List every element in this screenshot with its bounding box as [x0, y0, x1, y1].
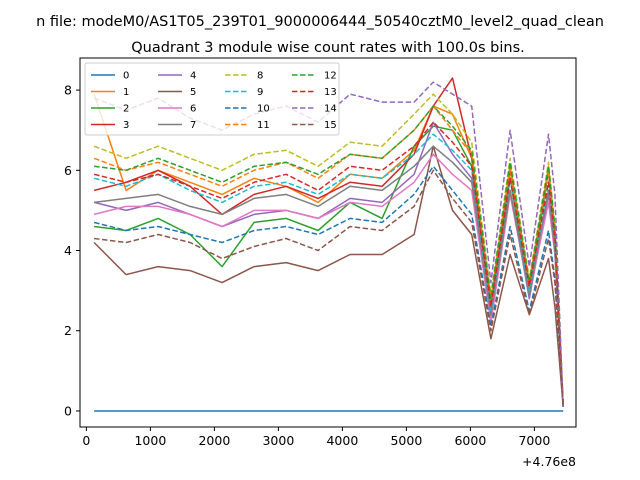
legend-label-12: 12: [324, 71, 337, 82]
series-line-15: [94, 169, 564, 407]
series-line-8: [93, 93, 564, 407]
series-line-13: [93, 121, 564, 407]
x-offset-label: +4.76e8: [522, 454, 576, 469]
legend-label-0: 0: [123, 71, 129, 82]
series-line-9: [93, 133, 564, 407]
x-tick-label: 7000: [518, 433, 550, 448]
figure-suptitle: n file: modeM0/AS1T05_239T01_9000006444_…: [36, 14, 604, 30]
y-tick-label: 6: [64, 163, 72, 178]
legend-label-1: 1: [123, 87, 129, 98]
x-axis: 0 1000 2000 3000 4000 5000 6000 7000: [82, 427, 550, 448]
legend-label-7: 7: [190, 120, 196, 131]
legend-label-10: 10: [257, 104, 270, 115]
x-tick-label: 6000: [454, 433, 486, 448]
legend-label-2: 2: [123, 104, 129, 115]
series-line-7: [94, 145, 564, 407]
legend-label-3: 3: [123, 120, 129, 131]
legend-label-11: 11: [257, 120, 270, 131]
series-line-10: [93, 165, 564, 407]
y-tick-label: 0: [64, 403, 72, 418]
series-line-12: [94, 105, 564, 407]
y-tick-label: 4: [64, 243, 72, 258]
legend-box: [84, 62, 340, 136]
series-layer: [93, 77, 564, 412]
legend-label-8: 8: [257, 71, 263, 82]
x-tick-label: 1000: [134, 433, 166, 448]
x-tick-label: 2000: [198, 433, 230, 448]
series-line-11: [93, 105, 564, 407]
legend-label-15: 15: [324, 120, 337, 131]
axes-frame: [79, 57, 577, 428]
legend-label-6: 6: [190, 104, 196, 115]
legend-label-9: 9: [257, 87, 263, 98]
y-axis: 0 2 4 6 8: [64, 83, 80, 418]
chart-title: Quadrant 3 module wise count rates with …: [131, 40, 525, 56]
legend-label-13: 13: [324, 87, 337, 98]
x-tick-label: 4000: [326, 433, 358, 448]
x-tick-label: 5000: [390, 433, 422, 448]
legend-label-4: 4: [190, 71, 196, 82]
x-tick-label: 3000: [262, 433, 294, 448]
legend-label-14: 14: [324, 104, 337, 115]
series-line-5: [93, 145, 564, 407]
legend-label-5: 5: [190, 87, 196, 98]
series-line-14: [93, 81, 564, 407]
series-line-1: [93, 93, 564, 407]
y-tick-label: 8: [64, 83, 72, 98]
y-tick-label: 2: [64, 323, 72, 338]
x-tick-label: 0: [82, 433, 90, 448]
